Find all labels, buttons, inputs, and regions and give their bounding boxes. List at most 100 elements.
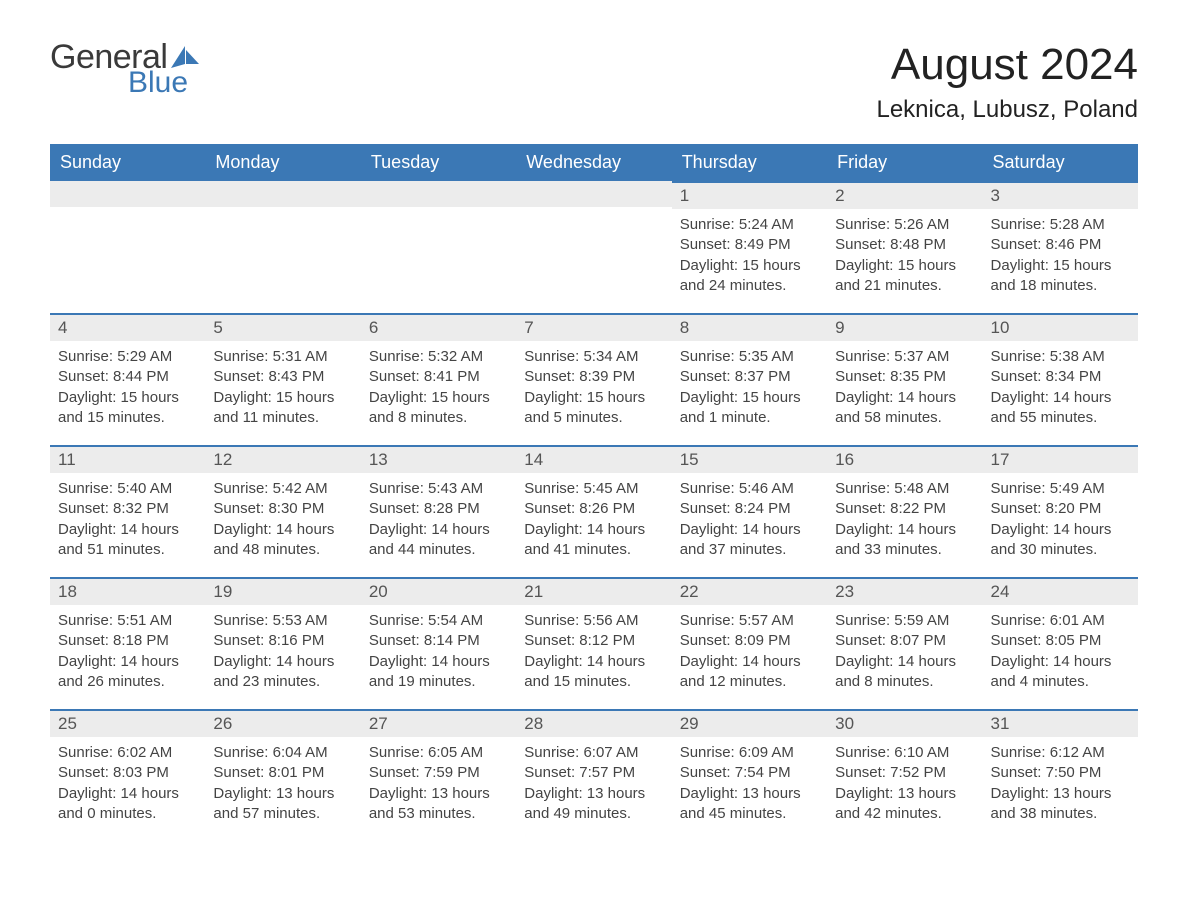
daylight-line: Daylight: 14 hours and 51 minutes. [58, 520, 197, 561]
sunset-line: Sunset: 8:05 PM [991, 631, 1130, 651]
sunrise-line: Sunrise: 6:04 AM [213, 743, 352, 763]
day-details: Sunrise: 5:31 AMSunset: 8:43 PMDaylight:… [205, 341, 360, 436]
day-details: Sunrise: 5:40 AMSunset: 8:32 PMDaylight:… [50, 473, 205, 568]
day-number: 17 [983, 447, 1138, 473]
sunrise-line: Sunrise: 5:54 AM [369, 611, 508, 631]
day-wrap: 26Sunrise: 6:04 AMSunset: 8:01 PMDayligh… [205, 709, 360, 832]
day-details: Sunrise: 5:28 AMSunset: 8:46 PMDaylight:… [983, 209, 1138, 304]
daylight-line: Daylight: 14 hours and 41 minutes. [524, 520, 663, 561]
day-details: Sunrise: 6:07 AMSunset: 7:57 PMDaylight:… [516, 737, 671, 832]
sunset-line: Sunset: 8:22 PM [835, 499, 974, 519]
sunrise-line: Sunrise: 5:34 AM [524, 347, 663, 367]
day-wrap: 2Sunrise: 5:26 AMSunset: 8:48 PMDaylight… [827, 181, 982, 304]
day-number: 30 [827, 711, 982, 737]
sunset-line: Sunset: 8:39 PM [524, 367, 663, 387]
day-number: 16 [827, 447, 982, 473]
daylight-line: Daylight: 14 hours and 12 minutes. [680, 652, 819, 693]
empty-cell [361, 181, 516, 207]
weekday-header: Saturday [983, 144, 1138, 181]
sunset-line: Sunset: 8:14 PM [369, 631, 508, 651]
calendar-week-row: 1Sunrise: 5:24 AMSunset: 8:49 PMDaylight… [50, 181, 1138, 313]
day-number: 23 [827, 579, 982, 605]
sunset-line: Sunset: 8:34 PM [991, 367, 1130, 387]
day-details: Sunrise: 5:37 AMSunset: 8:35 PMDaylight:… [827, 341, 982, 436]
day-details: Sunrise: 5:48 AMSunset: 8:22 PMDaylight:… [827, 473, 982, 568]
calendar-cell [516, 181, 671, 313]
sunrise-line: Sunrise: 6:09 AM [680, 743, 819, 763]
day-wrap: 20Sunrise: 5:54 AMSunset: 8:14 PMDayligh… [361, 577, 516, 700]
day-wrap: 1Sunrise: 5:24 AMSunset: 8:49 PMDaylight… [672, 181, 827, 304]
sunrise-line: Sunrise: 6:02 AM [58, 743, 197, 763]
sunset-line: Sunset: 8:35 PM [835, 367, 974, 387]
calendar-cell: 16Sunrise: 5:48 AMSunset: 8:22 PMDayligh… [827, 445, 982, 577]
day-wrap: 10Sunrise: 5:38 AMSunset: 8:34 PMDayligh… [983, 313, 1138, 436]
daylight-line: Daylight: 14 hours and 15 minutes. [524, 652, 663, 693]
day-wrap: 16Sunrise: 5:48 AMSunset: 8:22 PMDayligh… [827, 445, 982, 568]
day-number: 18 [50, 579, 205, 605]
calendar-cell: 18Sunrise: 5:51 AMSunset: 8:18 PMDayligh… [50, 577, 205, 709]
daylight-line: Daylight: 14 hours and 37 minutes. [680, 520, 819, 561]
sunset-line: Sunset: 8:43 PM [213, 367, 352, 387]
sunset-line: Sunset: 8:07 PM [835, 631, 974, 651]
day-wrap: 9Sunrise: 5:37 AMSunset: 8:35 PMDaylight… [827, 313, 982, 436]
calendar-week-row: 18Sunrise: 5:51 AMSunset: 8:18 PMDayligh… [50, 577, 1138, 709]
calendar-cell [205, 181, 360, 313]
daylight-line: Daylight: 14 hours and 23 minutes. [213, 652, 352, 693]
daylight-line: Daylight: 15 hours and 24 minutes. [680, 256, 819, 297]
sunrise-line: Sunrise: 5:35 AM [680, 347, 819, 367]
day-number: 2 [827, 183, 982, 209]
daylight-line: Daylight: 15 hours and 8 minutes. [369, 388, 508, 429]
sunset-line: Sunset: 7:50 PM [991, 763, 1130, 783]
sunset-line: Sunset: 8:48 PM [835, 235, 974, 255]
day-wrap: 18Sunrise: 5:51 AMSunset: 8:18 PMDayligh… [50, 577, 205, 700]
sunrise-line: Sunrise: 5:43 AM [369, 479, 508, 499]
day-number: 15 [672, 447, 827, 473]
calendar-cell: 13Sunrise: 5:43 AMSunset: 8:28 PMDayligh… [361, 445, 516, 577]
weekday-header: Tuesday [361, 144, 516, 181]
calendar-cell: 1Sunrise: 5:24 AMSunset: 8:49 PMDaylight… [672, 181, 827, 313]
daylight-line: Daylight: 14 hours and 26 minutes. [58, 652, 197, 693]
logo-text-blue: Blue [128, 68, 199, 98]
sunrise-line: Sunrise: 5:45 AM [524, 479, 663, 499]
day-details: Sunrise: 6:09 AMSunset: 7:54 PMDaylight:… [672, 737, 827, 832]
sunset-line: Sunset: 8:12 PM [524, 631, 663, 651]
calendar-cell: 27Sunrise: 6:05 AMSunset: 7:59 PMDayligh… [361, 709, 516, 841]
day-details: Sunrise: 5:45 AMSunset: 8:26 PMDaylight:… [516, 473, 671, 568]
day-details: Sunrise: 6:12 AMSunset: 7:50 PMDaylight:… [983, 737, 1138, 832]
calendar-cell: 6Sunrise: 5:32 AMSunset: 8:41 PMDaylight… [361, 313, 516, 445]
sunrise-line: Sunrise: 5:59 AM [835, 611, 974, 631]
daylight-line: Daylight: 15 hours and 18 minutes. [991, 256, 1130, 297]
daylight-line: Daylight: 14 hours and 44 minutes. [369, 520, 508, 561]
day-details: Sunrise: 5:32 AMSunset: 8:41 PMDaylight:… [361, 341, 516, 436]
day-details: Sunrise: 5:59 AMSunset: 8:07 PMDaylight:… [827, 605, 982, 700]
sunset-line: Sunset: 7:59 PM [369, 763, 508, 783]
calendar-cell: 29Sunrise: 6:09 AMSunset: 7:54 PMDayligh… [672, 709, 827, 841]
sunrise-line: Sunrise: 6:07 AM [524, 743, 663, 763]
calendar-cell: 2Sunrise: 5:26 AMSunset: 8:48 PMDaylight… [827, 181, 982, 313]
sunrise-line: Sunrise: 5:40 AM [58, 479, 197, 499]
sunrise-line: Sunrise: 5:29 AM [58, 347, 197, 367]
calendar-cell: 9Sunrise: 5:37 AMSunset: 8:35 PMDaylight… [827, 313, 982, 445]
day-details: Sunrise: 6:10 AMSunset: 7:52 PMDaylight:… [827, 737, 982, 832]
sunrise-line: Sunrise: 5:24 AM [680, 215, 819, 235]
day-details: Sunrise: 5:54 AMSunset: 8:14 PMDaylight:… [361, 605, 516, 700]
day-wrap: 23Sunrise: 5:59 AMSunset: 8:07 PMDayligh… [827, 577, 982, 700]
day-number: 6 [361, 315, 516, 341]
sunrise-line: Sunrise: 5:28 AM [991, 215, 1130, 235]
empty-cell [50, 181, 205, 207]
day-wrap: 21Sunrise: 5:56 AMSunset: 8:12 PMDayligh… [516, 577, 671, 700]
day-wrap: 25Sunrise: 6:02 AMSunset: 8:03 PMDayligh… [50, 709, 205, 832]
weekday-header: Sunday [50, 144, 205, 181]
daylight-line: Daylight: 15 hours and 15 minutes. [58, 388, 197, 429]
weekday-header: Friday [827, 144, 982, 181]
day-number: 26 [205, 711, 360, 737]
sunset-line: Sunset: 7:52 PM [835, 763, 974, 783]
day-details: Sunrise: 5:56 AMSunset: 8:12 PMDaylight:… [516, 605, 671, 700]
day-number: 8 [672, 315, 827, 341]
calendar-cell: 3Sunrise: 5:28 AMSunset: 8:46 PMDaylight… [983, 181, 1138, 313]
calendar-cell [50, 181, 205, 313]
sunrise-line: Sunrise: 5:31 AM [213, 347, 352, 367]
empty-cell [516, 181, 671, 207]
day-details: Sunrise: 5:24 AMSunset: 8:49 PMDaylight:… [672, 209, 827, 304]
calendar-cell: 31Sunrise: 6:12 AMSunset: 7:50 PMDayligh… [983, 709, 1138, 841]
